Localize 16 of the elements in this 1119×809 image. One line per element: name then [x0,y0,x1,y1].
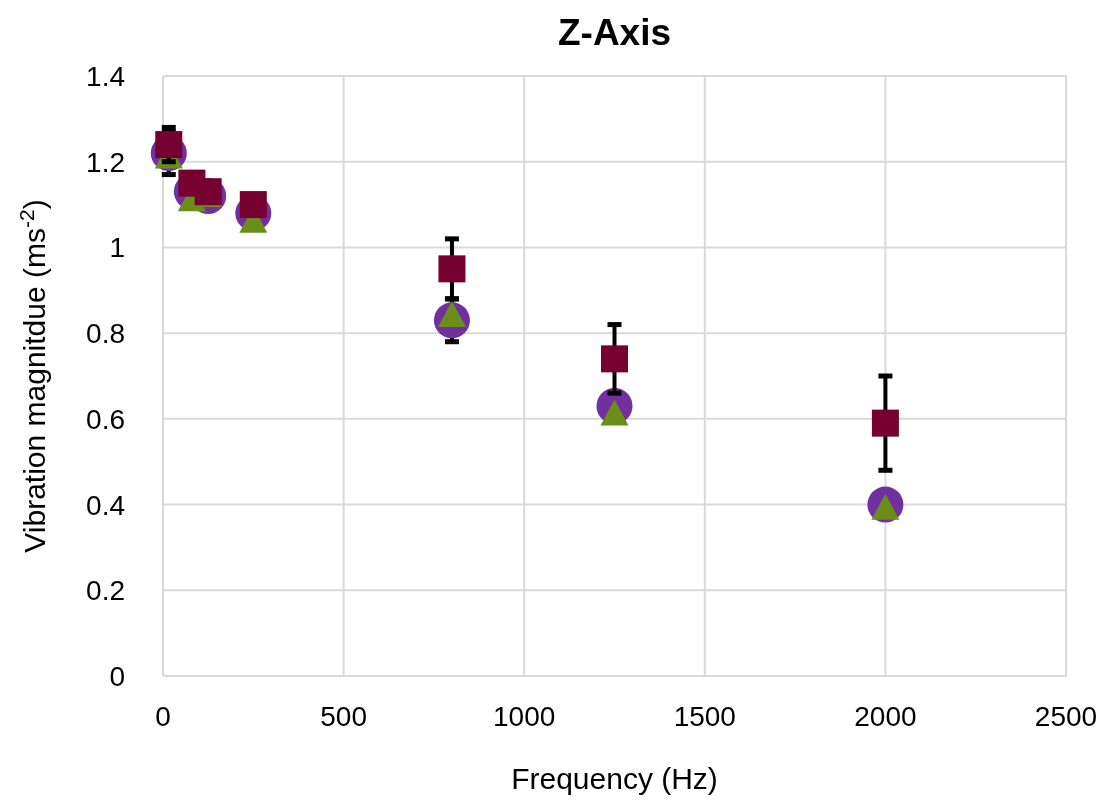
y-tick-label: 1.4 [86,61,125,92]
x-tick-label: 1500 [673,701,736,732]
x-tick-label: 0 [155,701,171,732]
y-tick-label: 1.2 [86,146,125,178]
x-tick-label: 2000 [854,701,917,732]
y-tick-label: 0.6 [86,403,125,435]
y-tick-label: 0 [109,661,125,692]
x-tick-label: 1000 [493,701,556,732]
y-tick-label: 0.4 [86,489,125,521]
y-tick-label: 0.8 [86,318,125,350]
x-tick-label: 500 [320,701,367,732]
y-tick-label: 0.2 [86,575,125,607]
x-tick-label: 2500 [1034,701,1098,732]
y-tick-label: 1 [109,232,125,264]
chart-title: Z-Axis [557,12,672,53]
x-axis-title: Frequency (Hz) [511,762,718,795]
